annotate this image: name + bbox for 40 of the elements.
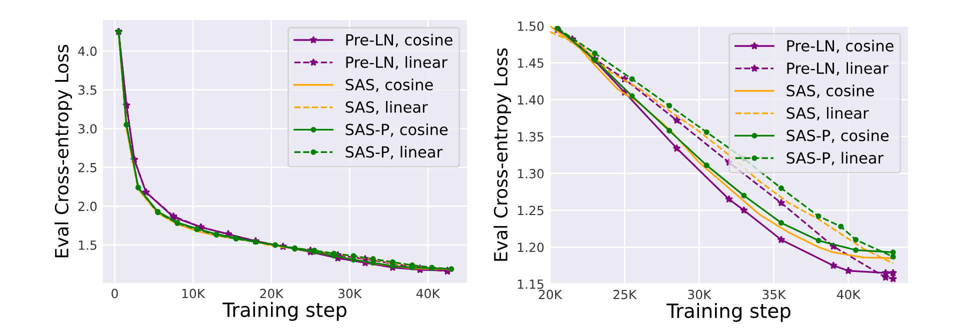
- y-tick-label: 1.45: [518, 58, 544, 68]
- y-tick-label: 1.15: [518, 280, 544, 289]
- legend-label: Pre-LN, linear: [787, 62, 888, 76]
- legend-label: SAS, linear: [786, 107, 869, 120]
- y-tick-label: 1.50: [518, 21, 544, 31]
- legend-label: SAS, cosine: [346, 78, 433, 92]
- legend-label: Pre-LN, cosine: [346, 34, 452, 48]
- legend-label: SAS-P, linear: [786, 152, 884, 166]
- legend-label: SAS, cosine: [786, 84, 874, 98]
- y-tick-label: 2.5: [78, 162, 96, 172]
- y-tick-label: 3.0: [78, 124, 97, 134]
- legend-label: SAS-P, cosine: [346, 123, 448, 137]
- y-tick-label: 1.35: [518, 132, 544, 142]
- legend-label: SAS, linear: [346, 101, 428, 114]
- x-tick-label: 35K: [762, 290, 786, 300]
- x-tick-label: 0: [112, 288, 118, 298]
- x-tick-label: 30K: [338, 288, 362, 298]
- legend-label: SAS-P, cosine: [786, 129, 889, 143]
- x-axis-title: Training step: [666, 303, 790, 322]
- x-axis-title: Training step: [222, 302, 346, 321]
- y-axis-title: Eval Cross-entropy Loss: [54, 44, 72, 258]
- y-tick-label: 1.5: [78, 240, 96, 250]
- x-tick-label: 40K: [416, 288, 440, 298]
- legend-label: SAS-P, linear: [346, 146, 443, 160]
- y-tick-label: 1.20: [518, 242, 544, 252]
- x-tick-label: 10K: [182, 288, 206, 298]
- x-tick-label: 30K: [688, 290, 712, 300]
- y-tick-label: 4.0: [78, 46, 97, 56]
- x-tick-label: 40K: [836, 290, 861, 300]
- x-tick-label: 20K: [260, 288, 284, 298]
- y-tick-label: 3.5: [78, 85, 96, 95]
- x-tick-label: 20K: [538, 290, 562, 300]
- y-axis-title: Eval Cross-entropy Loss: [494, 48, 512, 261]
- y-tick-label: 1.40: [518, 95, 544, 105]
- x-tick-label: 25K: [613, 290, 637, 300]
- legend-label: Pre-LN, linear: [346, 56, 448, 70]
- y-tick-label: 1.25: [518, 206, 544, 216]
- y-tick-label: 1.30: [518, 168, 544, 178]
- y-tick-label: 2.0: [78, 202, 97, 212]
- legend-label: Pre-LN, cosine: [787, 40, 894, 54]
